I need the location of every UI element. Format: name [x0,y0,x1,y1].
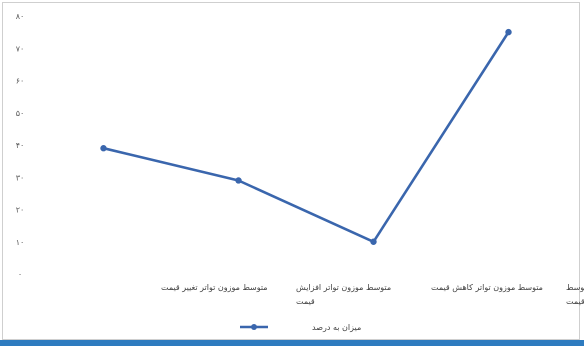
y-tick-label: ۳۰ [16,173,25,182]
y-tick-label: ۷۰ [16,44,25,53]
chart-frame [2,2,580,340]
y-tick-label: ۵۰ [16,109,25,118]
y-tick-label: ۸۰ [16,12,25,21]
data-point [100,145,107,152]
x-category-label: متوسط موزون تواتر افزایش [296,283,391,292]
x-category-label: متوسط موزون تواتر تغییر قیمت [161,283,268,292]
bottom-accent-bar [0,340,584,346]
x-category-label: تواتر تغییر قیمت [566,297,584,306]
legend-label: میزان به درصد [312,323,361,332]
data-point [505,28,512,36]
x-category-label: متوسط موزون تواتر کاهش قیمت [431,283,543,292]
series-line [103,31,510,244]
data-point [370,238,377,245]
y-tick-label: ۶۰ [16,77,25,86]
y-tick-label: ۱۰ [16,238,25,247]
y-tick-label: ۰ [18,270,22,279]
x-category-label: قیمت [296,297,315,306]
y-tick-label: ۴۰ [16,141,25,150]
x-category-label: درصد افزایش قیمت در متوسط [566,283,584,292]
y-tick-label: ۲۰ [16,206,25,215]
legend-marker [251,324,257,330]
data-point [235,177,242,184]
